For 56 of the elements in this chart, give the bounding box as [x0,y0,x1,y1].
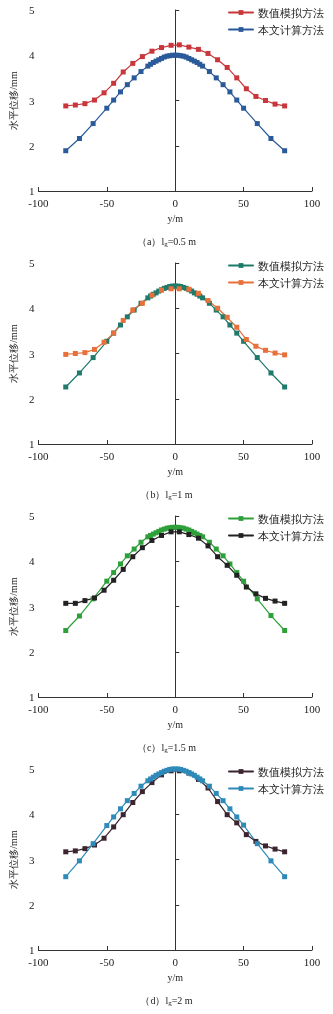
x-axis-title: y/m [167,465,184,477]
legend-label: 数值模拟方法 [258,259,324,272]
x-tick-label: 100 [303,955,321,968]
legend-label: 本文计算方法 [258,23,324,36]
x-tick-label: 50 [238,702,250,715]
x-tick-label: -50 [99,955,115,968]
y-tick-label: 3 [28,347,35,360]
x-tick-label: 50 [238,449,250,462]
y-tick-label: 5 [28,763,35,775]
y-tick-label: 4 [28,302,35,315]
x-tick-label: -50 [99,196,115,209]
y-tick-label: 2 [28,898,35,911]
x-tick-label: 0 [172,955,179,968]
x-tick-label: 0 [172,702,179,715]
legend-label: 数值模拟方法 [258,512,324,525]
y-tick-label: 2 [28,392,35,405]
x-tick-label: 50 [238,196,250,209]
y-tick-label: 2 [28,645,35,658]
legend-label: 本文计算方法 [258,782,324,795]
x-tick-label: -100 [28,196,49,209]
legend-label: 本文计算方法 [258,276,324,289]
x-tick-label: 0 [172,196,179,209]
y-tick-label: 4 [28,555,35,568]
y-tick-label: 5 [28,510,35,522]
y-tick-label: 2 [28,139,35,152]
y-tick-label: 3 [28,853,35,866]
y-tick-label: 3 [28,94,35,107]
y-tick-label: 1 [28,944,35,956]
y-axis-title: 水平位移/mm [7,830,19,889]
y-tick-label: 5 [28,4,35,16]
x-tick-label: 100 [303,196,321,209]
y-axis-title: 水平位移/mm [7,577,19,636]
x-tick-label: 100 [303,449,321,462]
x-tick-label: 50 [238,955,250,968]
x-tick-label: -100 [28,449,49,462]
y-axis-title: 水平位移/mm [7,324,19,383]
legend-label: 本文计算方法 [258,529,324,542]
y-tick-label: 5 [28,257,35,269]
y-tick-label: 4 [28,808,35,821]
x-tick-label: 0 [172,449,179,462]
x-tick-label: 100 [303,702,321,715]
x-axis-title: y/m [167,971,184,983]
legend-label: 数值模拟方法 [258,6,324,19]
x-tick-label: -50 [99,702,115,715]
x-tick-label: -50 [99,449,115,462]
x-tick-label: -100 [28,702,49,715]
y-tick-label: 1 [28,691,35,703]
y-axis-title: 水平位移/mm [7,71,19,130]
y-tick-label: 1 [28,185,35,197]
x-axis-title: y/m [167,212,184,224]
y-tick-label: 4 [28,49,35,62]
y-tick-label: 1 [28,438,35,450]
x-tick-label: -100 [28,955,49,968]
legend-label: 数值模拟方法 [258,765,324,778]
x-axis-title: y/m [167,718,184,730]
y-tick-label: 3 [28,600,35,613]
